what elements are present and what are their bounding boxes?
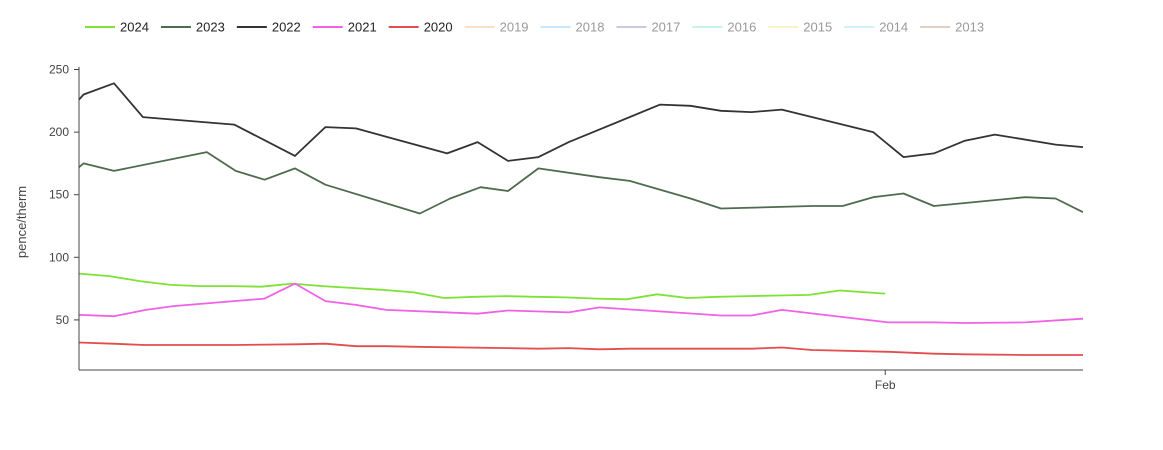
series-layer [78, 82, 1084, 356]
legend-item-2016[interactable]: 2016 [692, 20, 756, 35]
legend-item-2015[interactable]: 2015 [768, 20, 832, 35]
legend: 2024 2023 2022 2021 2020 2019 2018 2017 2016 2015… [85, 20, 984, 35]
legend-label: 2013 [955, 20, 984, 35]
legend-item-2017[interactable]: 2017 [616, 20, 680, 35]
legend-item-2023[interactable]: 2023 [160, 20, 225, 35]
legend-item-2019[interactable]: 2019 [464, 20, 529, 35]
x-tick-label: Feb [875, 378, 896, 392]
legend-label: 2020 [424, 20, 453, 35]
y-axis-ticks: 50 100 150 200 250 [49, 63, 79, 327]
legend-label: 2019 [500, 20, 529, 35]
legend-label: 2024 [120, 20, 149, 35]
series-line-2021 [78, 282, 1084, 324]
legend-label: 2017 [651, 20, 680, 35]
legend-label: 2021 [348, 20, 377, 35]
plot-area: 50 100 150 200 250 Feb [49, 63, 1084, 392]
legend-item-2020[interactable]: 2020 [388, 20, 453, 35]
legend-label: 2022 [272, 20, 301, 35]
legend-label: 2015 [803, 20, 832, 35]
y-tick-label: 50 [56, 313, 70, 327]
x-axis-ticks: Feb [875, 370, 896, 392]
legend-label: 2023 [196, 20, 225, 35]
legend-item-2022[interactable]: 2022 [236, 20, 301, 35]
series-line-2023 [78, 151, 1084, 215]
legend-label: 2014 [879, 20, 908, 35]
y-tick-label: 250 [49, 63, 69, 77]
y-axis-title: pence/therm [14, 186, 29, 258]
y-tick-label: 100 [49, 250, 69, 264]
legend-item-2018[interactable]: 2018 [540, 20, 605, 35]
series-line-2022 [78, 82, 1084, 162]
legend-label: 2018 [576, 20, 605, 35]
legend-item-2013[interactable]: 2013 [920, 20, 984, 35]
legend-label: 2016 [727, 20, 756, 35]
series-line-2024 [78, 272, 886, 301]
legend-item-2024[interactable]: 2024 [85, 20, 149, 35]
series-line-2020 [78, 341, 1083, 356]
y-tick-label: 150 [49, 188, 69, 202]
legend-item-2014[interactable]: 2014 [844, 20, 908, 35]
legend-item-2021[interactable]: 2021 [312, 20, 377, 35]
y-tick-label: 200 [49, 125, 69, 139]
